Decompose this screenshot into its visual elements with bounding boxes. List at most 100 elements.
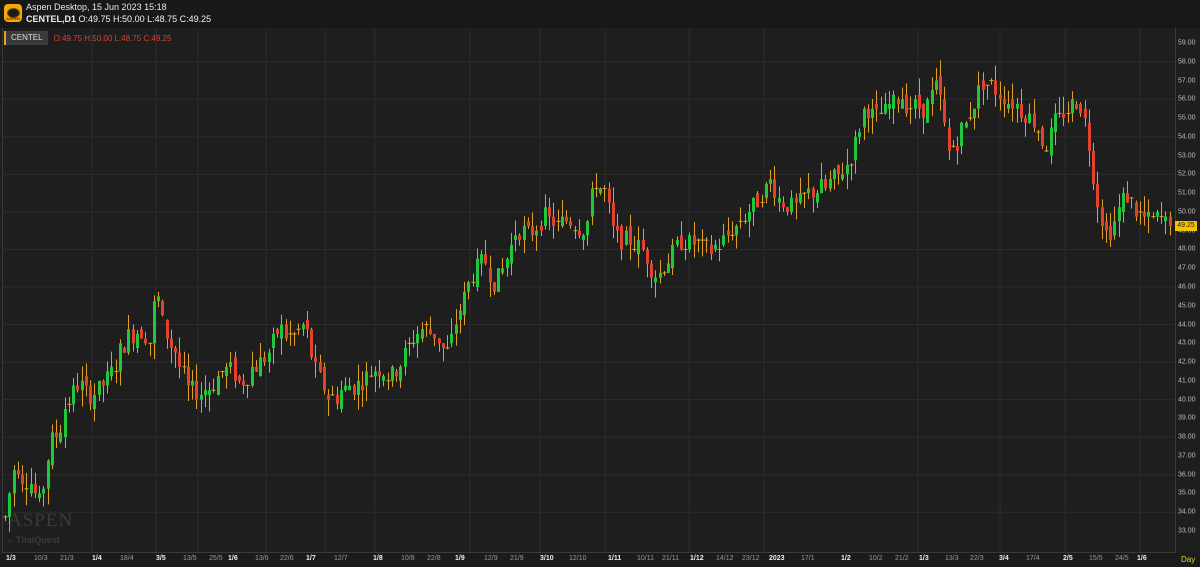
candle-down: [89, 385, 92, 405]
candle-up: [229, 362, 232, 367]
candle-up: [217, 376, 220, 395]
price-tick-label: 55.00: [1178, 114, 1196, 122]
date-tick-label: 22/6: [280, 555, 294, 562]
candle-down: [1075, 104, 1078, 109]
candle-down: [395, 371, 398, 377]
price-tick-label: 38.00: [1178, 433, 1196, 441]
candle-up: [480, 254, 483, 264]
title-bar: ASPEN Aspen Desktop, 15 Jun 2023 15:18 C…: [0, 0, 1200, 28]
candle-up: [854, 136, 857, 161]
candle-down: [727, 230, 730, 236]
candle-down: [875, 104, 878, 109]
candle-down: [1109, 226, 1112, 241]
candle-up: [72, 385, 75, 405]
price-tick-label: 37.00: [1178, 452, 1196, 460]
candle-up: [467, 282, 470, 292]
candle-down: [540, 226, 543, 231]
watermark-company: by ThaiQuest: [8, 535, 60, 545]
candle-down: [1084, 108, 1087, 119]
candle-up: [863, 108, 866, 128]
candle-up: [820, 179, 823, 194]
candle-up: [735, 226, 738, 236]
candle-up: [110, 366, 113, 377]
candle-down: [123, 348, 126, 353]
candle-up: [637, 240, 640, 255]
price-tick-label: 43.00: [1178, 339, 1196, 347]
candle-up: [888, 104, 891, 109]
date-tick-label: 21/2: [895, 555, 909, 562]
candle-down: [1126, 193, 1129, 203]
date-tick-label: 3/5: [156, 555, 166, 562]
candle-down: [276, 329, 279, 334]
candle-up: [450, 333, 453, 344]
candle-up: [926, 99, 929, 123]
candle-up: [816, 193, 819, 203]
candle-up: [1054, 113, 1057, 133]
candle-up: [667, 263, 670, 273]
candle-up: [514, 235, 517, 241]
time-axis[interactable]: 1/3 10/3 21/3 1/4 18/4 3/5 13/5 25/5 1/6 13/6 22/6…: [0, 553, 1200, 567]
candle-down: [102, 380, 105, 386]
date-tick-label: 1/9: [455, 555, 465, 562]
date-tick-label: 21/11: [662, 555, 679, 562]
legend-ohlc: O:49.75 H:50.00 L:48.75 C:49.25: [53, 33, 172, 43]
candle-down: [786, 207, 789, 212]
price-tick-label: 47.00: [1178, 264, 1196, 272]
candle-down: [897, 99, 900, 104]
candle-up: [38, 493, 41, 499]
price-tick-label: 53.00: [1178, 152, 1196, 160]
candle-up: [268, 352, 271, 363]
date-tick-label: 14/12: [716, 555, 734, 562]
candle-down: [1092, 150, 1095, 184]
candle-up: [506, 258, 509, 269]
date-tick-label: 3/4: [999, 555, 1009, 562]
candle-down: [17, 470, 20, 475]
candle-up: [807, 188, 810, 194]
symbol-timeframe: CENTEL,D1: [26, 14, 77, 24]
price-tick-label: 42.00: [1178, 358, 1196, 366]
date-tick-label: 13/3: [945, 555, 959, 562]
candle-up: [722, 235, 725, 245]
price-tick-label: 48.00: [1178, 245, 1196, 253]
candle-down: [34, 484, 37, 494]
logo-text: ASPEN: [6, 16, 20, 21]
candle-down: [1041, 127, 1044, 147]
candle-down: [285, 324, 288, 339]
candle-up: [459, 310, 462, 320]
candle-up: [965, 122, 968, 128]
price-axis[interactable]: 59.00 58.00 57.00 56.00 55.00 54.00 53.00 52.00…: [1175, 28, 1200, 552]
candle-up: [765, 183, 768, 198]
candle-up: [1147, 211, 1150, 217]
date-tick-label: 12/9: [484, 555, 498, 562]
candle-down: [1088, 122, 1091, 151]
candle-down: [812, 188, 815, 198]
price-tick-label: 50.00: [1178, 208, 1196, 216]
date-tick-label: 22/8: [427, 555, 441, 562]
candle-up: [119, 343, 122, 372]
candle-down: [905, 94, 908, 114]
candle-down: [489, 268, 492, 283]
date-tick-label: 1/6: [228, 555, 238, 562]
candle-down: [956, 146, 959, 151]
date-tick-label: 12/7: [334, 555, 348, 562]
candle-down: [1011, 99, 1014, 109]
date-tick-label: 2023: [769, 555, 785, 562]
candle-up: [535, 230, 538, 236]
price-tick-label: 35.00: [1178, 489, 1196, 497]
candle-up: [586, 221, 589, 236]
candle-down: [1143, 211, 1146, 217]
timeframe-label[interactable]: Day: [1181, 555, 1196, 564]
date-tick-label: 1/4: [92, 555, 102, 562]
candle-up: [51, 432, 54, 466]
candle-down: [310, 329, 313, 358]
date-tick-label: 1/3: [919, 555, 929, 562]
date-tick-label: 10/2: [869, 555, 883, 562]
candle-down: [161, 301, 164, 316]
candle-up: [497, 268, 500, 292]
candle-down: [824, 179, 827, 189]
legend-symbol[interactable]: CENTEL: [4, 31, 48, 45]
candle-down: [531, 226, 534, 236]
candle-down: [552, 216, 555, 226]
candle-up: [382, 376, 385, 381]
